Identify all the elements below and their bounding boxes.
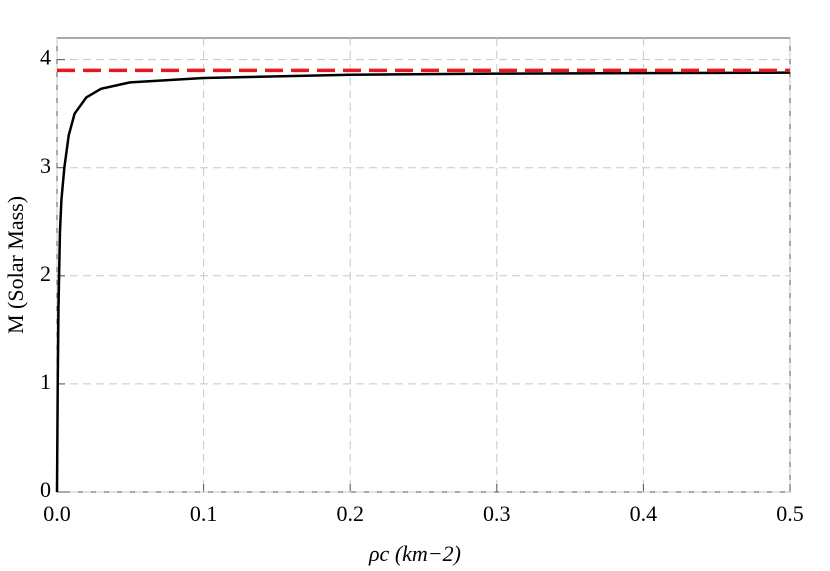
x-tick-label: 0.4 — [630, 501, 658, 526]
x-tick-label: 0.1 — [190, 501, 218, 526]
y-tick-label: 4 — [40, 45, 51, 70]
series-line — [55, 71, 791, 493]
x-tick-label: 0.3 — [483, 501, 511, 526]
y-axis-label: M (Solar Mass) — [3, 196, 28, 334]
y-tick-label: 0 — [40, 477, 51, 502]
y-tick-label: 2 — [40, 261, 51, 286]
x-tick-label: 0.2 — [336, 501, 364, 526]
x-axis-label: ρc (km−2) — [368, 541, 461, 566]
y-tick-label: 3 — [40, 153, 51, 178]
y-tick-label: 1 — [40, 369, 51, 394]
x-tick-label: 0.5 — [776, 501, 804, 526]
plot-frame — [56, 37, 791, 493]
x-tick-label: 0.0 — [43, 501, 71, 526]
